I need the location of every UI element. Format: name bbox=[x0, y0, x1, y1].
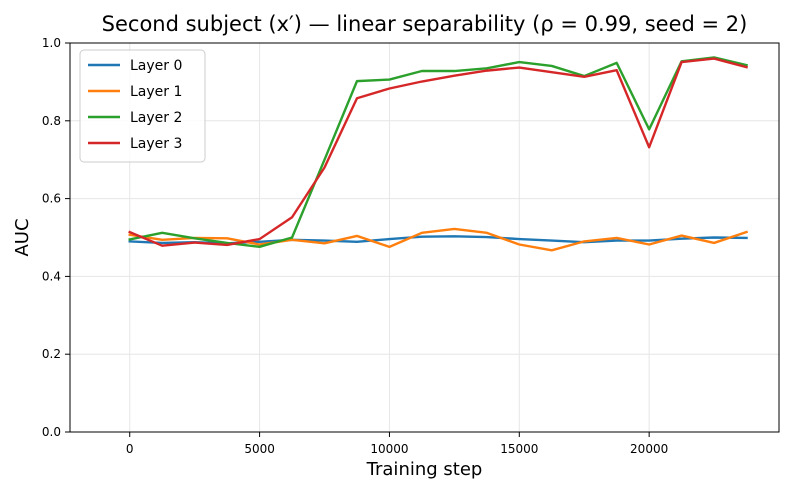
y-tick-label: 0.6 bbox=[42, 192, 61, 206]
x-tick-label: 10000 bbox=[370, 442, 408, 456]
series-line-layer-1 bbox=[128, 227, 749, 252]
chart-title: Second subject (x′) — linear separabilit… bbox=[102, 12, 748, 36]
legend-box bbox=[79, 49, 206, 163]
y-tick-label: 0.2 bbox=[42, 347, 61, 361]
x-tick-label: 15000 bbox=[500, 442, 538, 456]
x-tick-label: 20000 bbox=[630, 442, 668, 456]
legend-label: Layer 1 bbox=[130, 84, 182, 100]
series-line-layer-2 bbox=[128, 56, 748, 249]
series-lines bbox=[128, 56, 749, 252]
y-axis-label: AUC bbox=[12, 218, 33, 256]
legend-label: Layer 0 bbox=[130, 58, 182, 74]
x-tick-label: 5000 bbox=[244, 442, 275, 456]
x-tick-label: 0 bbox=[126, 442, 134, 456]
y-tick-label: 0.0 bbox=[42, 425, 61, 439]
x-axis-label: Training step bbox=[366, 459, 483, 480]
axis-ticks: 0 5000 10000 15000 20000 0.0 0.2 0.4 0.6 0.8 1.0 bbox=[42, 36, 668, 456]
series-line-layer-3 bbox=[128, 57, 749, 247]
legend: Layer 0 Layer 1 Layer 2 Layer 3 bbox=[79, 49, 206, 163]
plot-frame bbox=[69, 42, 780, 433]
y-tick-label: 0.4 bbox=[42, 269, 61, 283]
legend-label: Layer 3 bbox=[130, 136, 182, 152]
legend-label: Layer 2 bbox=[130, 110, 182, 126]
y-tick-label: 1.0 bbox=[42, 36, 61, 50]
y-tick-label: 0.8 bbox=[42, 114, 61, 128]
